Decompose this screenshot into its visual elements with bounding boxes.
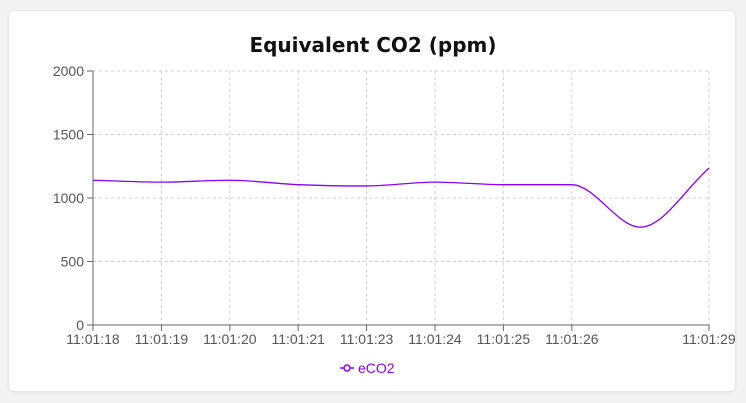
x-tick-label: 11:01:24 (408, 331, 462, 347)
chart-card (8, 10, 736, 392)
legend[interactable]: eCO2 (340, 360, 395, 376)
x-tick-label: 11:01:25 (477, 331, 531, 347)
y-tick-label: 1500 (53, 127, 84, 143)
x-tick-label: 11:01:26 (545, 331, 599, 347)
series-line-eco2 (92, 167, 710, 228)
legend-label-eco2[interactable]: eCO2 (358, 360, 395, 376)
y-tick-label: 500 (61, 254, 85, 270)
x-tick-label: 11:01:21 (271, 331, 325, 347)
x-tick-label: 11:01:23 (340, 331, 394, 347)
chart-title: Equivalent CO2 (ppm) (249, 33, 496, 57)
y-tick-label: 2000 (53, 63, 84, 79)
grid-lines (92, 70, 710, 326)
x-tick-label: 11:01:19 (135, 331, 189, 347)
x-axis-ticks: 11:01:18 11:01:19 11:01:20 11:01:21 11:01:23… (66, 325, 736, 347)
x-tick-label: 11:01:20 (203, 331, 257, 347)
y-tick-label: 0 (76, 317, 84, 333)
x-tick-label: 11:01:29 (682, 331, 736, 347)
x-tick-label: 11:01:18 (66, 331, 120, 347)
y-tick-label: 1000 (53, 190, 84, 206)
legend-marker-icon (343, 364, 351, 372)
y-axis-ticks: 0 500 1000 1500 2000 (53, 63, 93, 333)
